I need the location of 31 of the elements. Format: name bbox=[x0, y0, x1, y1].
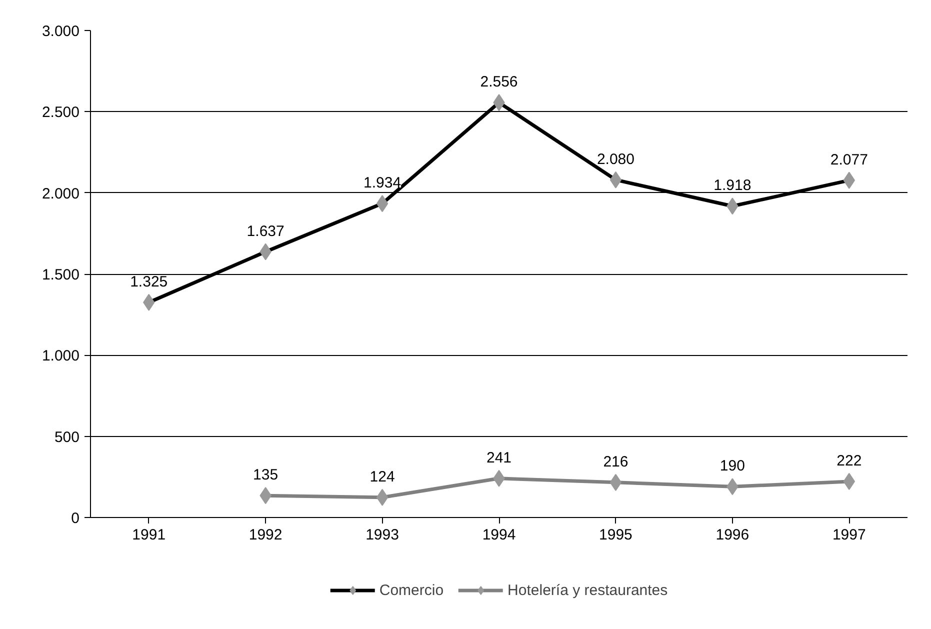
x-tick-label: 1995 bbox=[599, 526, 632, 544]
y-tick-label: 0 bbox=[71, 510, 80, 527]
data-label: 222 bbox=[836, 452, 862, 470]
data-label: 135 bbox=[253, 466, 278, 484]
y-tick-label: 500 bbox=[54, 428, 80, 446]
y-tick-label: 2.500 bbox=[42, 104, 80, 122]
x-tick-label: 1992 bbox=[248, 526, 282, 544]
data-label: 190 bbox=[720, 458, 745, 475]
x-tick-label: 1996 bbox=[716, 526, 750, 544]
data-label: 2.556 bbox=[480, 74, 518, 91]
point bbox=[610, 474, 622, 491]
legend-label: Comercio bbox=[379, 582, 444, 598]
y-tick-label: 1.000 bbox=[42, 348, 80, 365]
x-tick-label: 1993 bbox=[366, 526, 399, 544]
data-label: 1.934 bbox=[364, 174, 402, 192]
data-label: 2.080 bbox=[596, 150, 634, 168]
data-label: 124 bbox=[370, 468, 395, 486]
x-tick-label: 1997 bbox=[832, 526, 866, 544]
data-label: 216 bbox=[603, 453, 628, 470]
legend-label: Hotelería y restaurantes bbox=[508, 582, 668, 598]
data-label: 1.325 bbox=[130, 273, 168, 290]
data-label: 241 bbox=[486, 449, 512, 466]
data-label: 2.077 bbox=[830, 151, 868, 168]
data-label: 1.637 bbox=[246, 222, 284, 240]
y-tick-label: 3.000 bbox=[42, 23, 80, 40]
y-tick-label: 2.000 bbox=[42, 185, 80, 202]
data-label: 1.918 bbox=[714, 177, 752, 194]
x-tick-label: 1991 bbox=[132, 526, 166, 544]
point bbox=[376, 488, 388, 506]
y-tick-label: 1.500 bbox=[42, 266, 80, 284]
x-tick-label: 1994 bbox=[482, 526, 516, 544]
